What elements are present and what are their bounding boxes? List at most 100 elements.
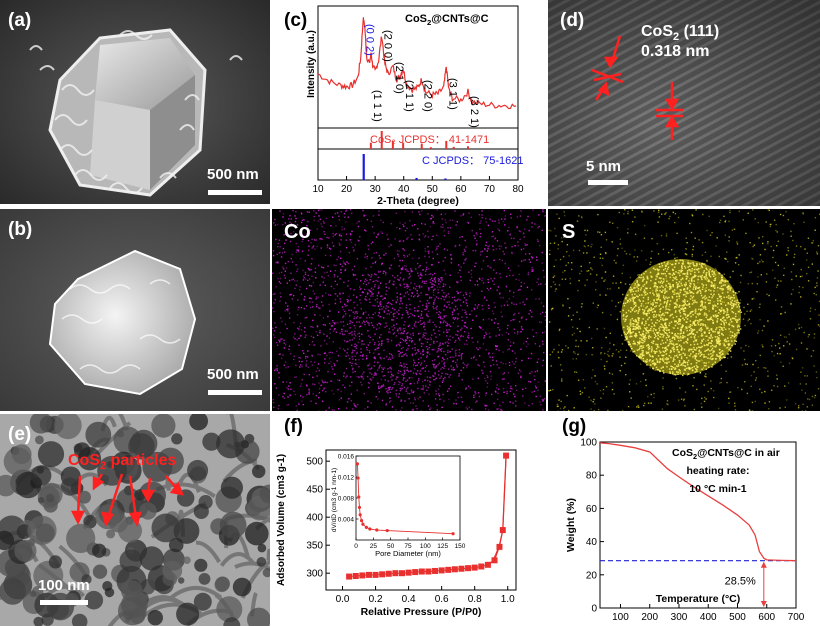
- s-dot: [554, 283, 556, 286]
- s-dot: [662, 370, 664, 372]
- s-dot: [737, 301, 739, 304]
- co-dot: [278, 281, 281, 283]
- co-dot: [371, 274, 373, 276]
- s-dot: [573, 332, 575, 335]
- s-dot: [764, 248, 766, 251]
- s-dot: [727, 340, 730, 342]
- s-dot: [747, 212, 749, 214]
- s-dot: [752, 245, 754, 248]
- s-dot: [696, 319, 699, 322]
- co-dot: [348, 295, 350, 297]
- s-dot: [635, 326, 638, 329]
- co-dot: [374, 357, 376, 360]
- co-dot: [315, 296, 318, 298]
- s-dot: [641, 250, 643, 252]
- co-dot: [439, 377, 441, 379]
- co-dot: [403, 249, 406, 251]
- co-dot: [310, 263, 313, 265]
- co-dot: [375, 236, 378, 238]
- co-dot: [427, 379, 429, 382]
- co-dot: [491, 220, 494, 222]
- s-dot: [693, 283, 695, 285]
- co-dot: [392, 319, 395, 321]
- co-dot: [520, 331, 522, 333]
- s-dot: [693, 264, 695, 267]
- s-dot: [718, 309, 721, 311]
- co-dot: [395, 393, 397, 395]
- s-dot: [682, 262, 684, 264]
- s-dot: [634, 216, 636, 218]
- co-dot: [542, 211, 544, 213]
- co-dot: [376, 324, 379, 326]
- co-dot: [340, 321, 342, 323]
- s-dot: [627, 405, 630, 408]
- s-dot: [655, 305, 658, 307]
- s-dot: [732, 305, 735, 308]
- s-dot: [608, 372, 611, 374]
- xrd-peak-label: (2 0 0): [382, 30, 394, 62]
- s-dot: [762, 261, 764, 263]
- s-dot: [669, 351, 672, 354]
- co-dot: [344, 268, 347, 270]
- s-dot: [660, 234, 663, 237]
- s-dot: [659, 336, 661, 338]
- co-dot: [318, 397, 320, 399]
- scale-label-b: 500 nm: [207, 366, 259, 383]
- s-dot: [586, 340, 588, 342]
- s-dot: [658, 305, 661, 307]
- co-dot: [457, 313, 459, 315]
- s-dot: [716, 321, 718, 323]
- co-dot: [460, 276, 462, 278]
- co-dot: [438, 370, 440, 372]
- co-dot: [385, 293, 387, 296]
- co-dot: [368, 316, 371, 319]
- s-dot: [668, 343, 671, 345]
- co-dot: [412, 391, 415, 394]
- s-dot: [679, 318, 682, 321]
- co-dot: [386, 391, 388, 393]
- co-dot: [366, 349, 368, 351]
- co-dot: [512, 342, 515, 344]
- co-dot: [442, 223, 444, 226]
- s-dot: [688, 263, 690, 265]
- co-dot: [277, 261, 279, 263]
- co-dot: [471, 408, 473, 411]
- s-dot: [642, 335, 644, 338]
- co-dot: [449, 227, 452, 229]
- co-dot: [523, 236, 525, 238]
- s-dot: [811, 242, 814, 244]
- co-dot: [405, 310, 408, 312]
- co-dot: [325, 410, 327, 411]
- co-dot: [274, 224, 277, 226]
- co-dot: [439, 312, 442, 314]
- co-dot: [299, 335, 302, 337]
- co-dot: [295, 242, 297, 245]
- co-dot: [445, 373, 447, 375]
- s-dot: [653, 350, 655, 352]
- s-dot: [798, 323, 800, 326]
- s-dot: [709, 268, 711, 271]
- co-dot: [335, 264, 337, 267]
- co-dot: [415, 326, 417, 328]
- s-dot: [655, 321, 657, 324]
- s-dot: [672, 348, 675, 351]
- co-dot: [507, 304, 509, 306]
- co-dot: [461, 379, 463, 381]
- s-dot: [662, 354, 664, 357]
- co-dot: [525, 345, 528, 348]
- co-dot: [316, 228, 318, 230]
- co-dot: [334, 293, 336, 295]
- co-dot: [368, 324, 370, 326]
- s-dot: [673, 344, 675, 347]
- s-dot: [657, 221, 659, 223]
- co-dot: [419, 338, 421, 340]
- s-dot: [765, 367, 767, 369]
- co-dot: [510, 213, 512, 215]
- co-dot: [322, 304, 324, 307]
- s-dot: [727, 280, 729, 282]
- co-dot: [381, 342, 383, 345]
- s-dot: [630, 289, 632, 292]
- s-dot: [567, 347, 569, 349]
- co-dot: [368, 335, 370, 337]
- s-dot: [705, 297, 708, 299]
